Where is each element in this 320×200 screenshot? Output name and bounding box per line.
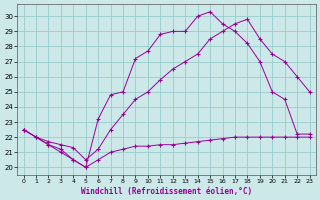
X-axis label: Windchill (Refroidissement éolien,°C): Windchill (Refroidissement éolien,°C) [81, 187, 252, 196]
